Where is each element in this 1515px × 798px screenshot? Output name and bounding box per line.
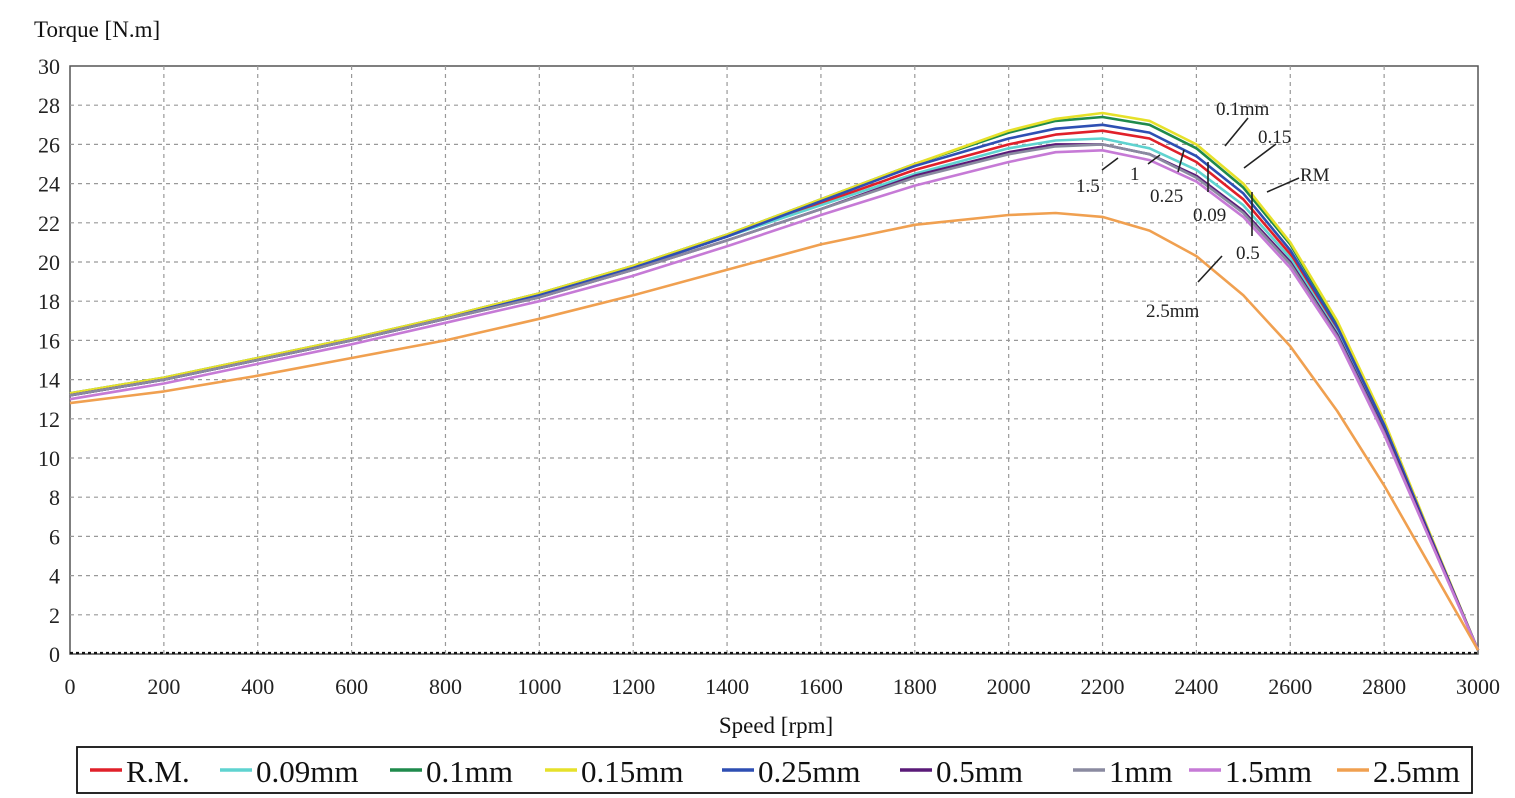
y-tick-label: 6 — [49, 524, 60, 549]
x-tick-label: 2600 — [1268, 674, 1312, 699]
legend-label: 0.25mm — [758, 754, 860, 789]
x-tick-label: 2000 — [987, 674, 1031, 699]
y-tick-label: 26 — [38, 132, 60, 157]
legend-label: 0.5mm — [936, 754, 1023, 789]
annotation-0.15: 0.15 — [1258, 127, 1291, 148]
grid — [70, 66, 1478, 654]
x-tick-label: 1600 — [799, 674, 843, 699]
legend-label: 1.5mm — [1225, 754, 1312, 789]
series-lines — [69, 111, 1480, 655]
legend-label: 0.15mm — [581, 754, 683, 789]
y-tick-label: 4 — [49, 564, 60, 589]
y-tick-label: 18 — [38, 289, 60, 314]
y-tick-label: 14 — [38, 368, 60, 393]
x-tick-labels: 0 200 400 600 800 1000 1200 1400 1600 1800 2000 220… — [65, 674, 1501, 699]
legend-label: 0.09mm — [256, 754, 358, 789]
series-line — [69, 111, 1480, 651]
legend-label: R.M. — [126, 754, 190, 789]
y-tick-label: 28 — [38, 93, 60, 118]
x-tick-label: 1000 — [517, 674, 561, 699]
series-line — [69, 211, 1480, 651]
annotation-1: 1 — [1130, 164, 1140, 185]
annotation-0.1mm: 0.1mm — [1216, 99, 1270, 120]
annotation-0.09: 0.09 — [1193, 205, 1226, 226]
x-tick-label: 2800 — [1362, 674, 1406, 699]
x-tick-label: 0 — [65, 674, 76, 699]
series-line — [69, 143, 1480, 651]
x-axis-title: Speed [rpm] — [719, 713, 833, 738]
x-tick-label: 800 — [429, 674, 462, 699]
y-tick-label: 12 — [38, 407, 60, 432]
y-tick-label: 24 — [38, 172, 60, 197]
x-tick-label: 1800 — [893, 674, 937, 699]
legend-label: 0.1mm — [426, 754, 513, 789]
x-tick-label: 600 — [335, 674, 368, 699]
x-tick-label: 400 — [241, 674, 274, 699]
annotation-RM: RM — [1300, 165, 1330, 186]
y-tick-label: 16 — [38, 328, 60, 353]
annotation-1.5: 1.5 — [1076, 176, 1100, 197]
legend-label: 2.5mm — [1373, 754, 1460, 789]
x-tick-label: 2200 — [1081, 674, 1125, 699]
x-tick-label: 1200 — [611, 674, 655, 699]
y-tick-label: 20 — [38, 250, 60, 275]
x-tick-label: 2400 — [1174, 674, 1218, 699]
annotation-0.5: 0.5 — [1236, 243, 1260, 264]
y-tick-label: 22 — [38, 211, 60, 236]
y-axis-title: Torque [N.m] — [34, 17, 160, 42]
series-line — [69, 149, 1480, 651]
y-tick-label: 0 — [49, 642, 60, 667]
annotations: 0.1mm 0.15 RM 1.5 1 0.25 0.09 0.5 2.5mm — [1076, 99, 1330, 322]
y-tick-label: 8 — [49, 485, 60, 510]
legend-box — [76, 746, 1473, 794]
annotation-2.5mm: 2.5mm — [1146, 301, 1200, 322]
y-tick-label: 30 — [38, 54, 60, 79]
annotation-leaders — [1101, 117, 1300, 283]
x-tick-label: 3000 — [1456, 674, 1500, 699]
x-tick-label: 1400 — [705, 674, 749, 699]
legend-label: 1mm — [1109, 754, 1173, 789]
legend: R.M. 0.09mm 0.1mm 0.15mm 0.25mm 0.5mm 1mm 1.5mm… — [90, 754, 1460, 789]
plot-area — [69, 65, 1479, 655]
x-tick-label: 200 — [147, 674, 180, 699]
y-tick-label: 2 — [49, 603, 60, 628]
y-tick-label: 10 — [38, 446, 60, 471]
annotation-0.25: 0.25 — [1150, 186, 1183, 207]
